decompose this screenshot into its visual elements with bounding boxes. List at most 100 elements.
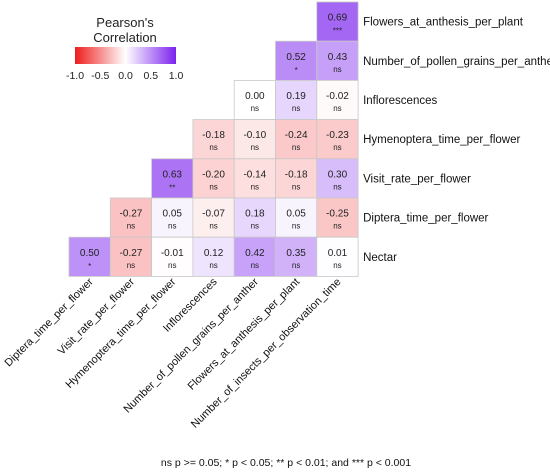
heatmap-cell: 0.00 ns: [233, 80, 276, 121]
legend-title-line-2: Correlation: [93, 30, 157, 45]
cell-significance-label: ns: [251, 182, 259, 191]
cell-significance-label: ns: [333, 143, 341, 152]
cell-significance-label: ns: [333, 222, 341, 231]
heatmap-cell: -0.24 ns: [275, 119, 318, 160]
cell-significance-label: ***: [333, 27, 342, 36]
cell-value-label: -0.02: [326, 91, 349, 102]
heatmap-cell: 0.63 **: [151, 158, 194, 199]
cell-fill: [316, 40, 359, 81]
cell-value-label: 0.50: [80, 248, 100, 259]
cell-fill: [192, 197, 235, 238]
cell-value-label: -0.07: [202, 209, 225, 220]
heatmap-cell: -0.07 ns: [192, 197, 235, 238]
cell-value-label: 0.19: [286, 91, 306, 102]
heatmap-cell: 0.69 ***: [316, 1, 359, 42]
cell-significance-label: *: [88, 262, 91, 271]
legend-tick-label: -1.0: [66, 70, 84, 82]
cell-significance-label: ns: [209, 143, 217, 152]
cell-value-label: 0.18: [245, 209, 265, 220]
cell-fill: [275, 40, 318, 81]
cell-fill: [316, 80, 359, 121]
cell-value-label: 0.52: [286, 52, 306, 63]
cell-significance-label: ns: [333, 104, 341, 113]
heatmap-cell: 0.35 ns: [275, 236, 318, 277]
cell-significance-label: ns: [209, 261, 217, 270]
cell-fill: [151, 197, 194, 238]
legend-tick-label: 0.5: [143, 70, 158, 82]
heatmap-cell: 0.12 ns: [192, 236, 235, 277]
cell-fill: [109, 236, 153, 277]
cell-significance-label: ns: [251, 261, 259, 270]
legend-title-line-1: Pearson's: [96, 15, 154, 30]
cell-value-label: 0.63: [163, 169, 183, 180]
heatmap-cell: -0.01 ns: [151, 236, 194, 277]
legend-tick-label: 1.0: [169, 70, 184, 82]
heatmap-cell: -0.27 ns: [109, 197, 153, 238]
cell-significance-label: ns: [209, 222, 217, 231]
cell-significance-label: ns: [292, 104, 300, 113]
cell-value-label: 0.05: [286, 209, 306, 220]
heatmap-cell: -0.18 ns: [275, 158, 318, 199]
heatmap-cell: -0.25 ns: [316, 197, 359, 238]
cell-value-label: 0.12: [204, 248, 224, 259]
cell-value-label: -0.27: [120, 209, 143, 220]
cell-significance-label: ns: [251, 222, 259, 231]
row-label: Flowers_at_anthesis_per_plant: [363, 17, 524, 29]
cell-value-label: 0.00: [245, 91, 265, 102]
row-label: Number_of_pollen_grains_per_anther: [363, 56, 550, 68]
cell-value-label: 0.35: [286, 248, 306, 259]
heatmap-cell: 0.30 ns: [316, 158, 359, 199]
cell-value-label: 0.01: [328, 248, 348, 259]
cell-significance-label: ns: [292, 261, 300, 270]
cell-value-label: -0.24: [285, 130, 308, 141]
cell-value-label: -0.27: [120, 248, 143, 259]
cell-significance-label: ns: [168, 222, 176, 231]
cell-value-label: -0.18: [285, 169, 308, 180]
cell-significance-label: ns: [127, 222, 135, 231]
cell-significance-label: ns: [251, 104, 259, 113]
legend-tick-label: -0.5: [91, 70, 109, 82]
cell-significance-label: ns: [292, 222, 300, 231]
significance-footnote: ns p >= 0.05; * p < 0.05; ** p < 0.01; a…: [161, 457, 411, 469]
heatmap-cell: 0.52 *: [275, 40, 318, 81]
cell-value-label: -0.25: [326, 209, 349, 220]
cell-significance-label: **: [169, 183, 175, 192]
heatmap-cell: -0.27 ns: [109, 236, 153, 277]
cell-value-label: -0.23: [326, 130, 349, 141]
cell-fill: [233, 119, 276, 160]
cell-significance-label: ns: [292, 143, 300, 152]
row-label: Nectar: [363, 252, 397, 264]
heatmap-cell: 0.18 ns: [233, 197, 276, 238]
cell-fill: [316, 236, 359, 277]
heatmap-cell: -0.14 ns: [233, 158, 276, 199]
legend: Pearson's Correlation -1.0 -0.5 0.0 0.5 1.0: [66, 15, 183, 82]
cell-value-label: 0.30: [328, 169, 348, 180]
cell-significance-label: ns: [168, 261, 176, 270]
heatmap-cell: -0.02 ns: [316, 80, 359, 121]
cell-significance-label: *: [295, 66, 298, 75]
cell-significance-label: ns: [292, 182, 300, 191]
row-label: Hymenoptera_time_per_flower: [363, 134, 520, 146]
cell-value-label: -0.01: [161, 248, 184, 259]
cell-value-label: -0.14: [243, 169, 266, 180]
column-label: Visit_rate_per_flower: [56, 276, 138, 358]
row-label: Diptera_time_per_flower: [363, 213, 488, 225]
cell-value-label: 0.05: [163, 209, 183, 220]
heatmap-cell: 0.42 ns: [233, 236, 276, 277]
cell-significance-label: ns: [209, 182, 217, 191]
heatmap-cell: 0.05 ns: [151, 197, 194, 238]
cell-fill: [233, 197, 276, 238]
cell-fill: [192, 158, 235, 199]
cell-value-label: -0.10: [243, 130, 266, 141]
heatmap-cell: -0.18 ns: [192, 119, 235, 160]
cell-significance-label: ns: [127, 261, 135, 270]
cell-fill: [316, 197, 359, 238]
column-label: Number_of_insects_per_observation_time: [189, 276, 344, 431]
cell-fill: [68, 236, 111, 277]
row-label: Visit_rate_per_flower: [363, 173, 471, 185]
heatmap-cell: 0.01 ns: [316, 236, 359, 277]
cell-value-label: 0.69: [328, 13, 348, 24]
cell-fill: [109, 197, 153, 238]
legend-color-bar: [75, 47, 176, 64]
